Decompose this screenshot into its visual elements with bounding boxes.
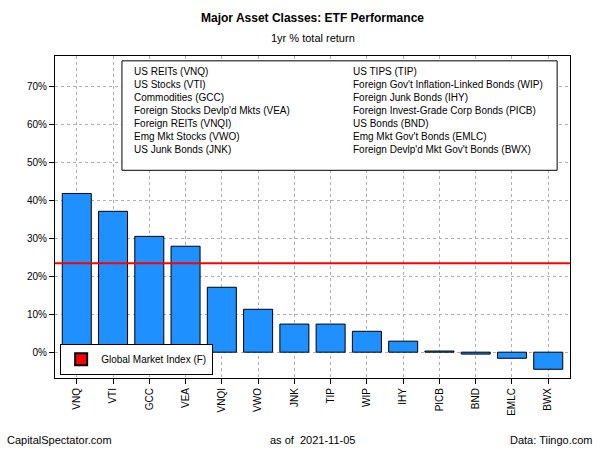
svg-text:WIP: WIP	[361, 388, 372, 407]
svg-text:10%: 10%	[27, 309, 47, 320]
svg-text:TIP: TIP	[325, 388, 336, 404]
svg-text:30%: 30%	[27, 233, 47, 244]
svg-text:US REITs (VNQ)US Stocks (VTI)C: US REITs (VNQ)US Stocks (VTI)Commodities…	[134, 66, 290, 155]
svg-text:60%: 60%	[27, 119, 47, 130]
svg-text:as of 2021-11-05: as of 2021-11-05	[270, 434, 355, 446]
svg-text:1yr % total return: 1yr % total return	[271, 32, 355, 44]
svg-text:20%: 20%	[27, 271, 47, 282]
svg-text:0%: 0%	[33, 347, 48, 358]
svg-text:EMLC: EMLC	[506, 388, 517, 416]
svg-text:BND: BND	[470, 388, 481, 409]
svg-text:GCC: GCC	[144, 388, 155, 410]
svg-text:CapitalSpectator.com: CapitalSpectator.com	[7, 434, 112, 446]
svg-text:40%: 40%	[27, 195, 47, 206]
svg-text:VNQI: VNQI	[216, 388, 227, 412]
svg-text:Data: Tiingo.com: Data: Tiingo.com	[510, 434, 593, 446]
svg-text:Global Market Index (F): Global Market Index (F)	[101, 354, 206, 365]
svg-text:70%: 70%	[27, 81, 47, 92]
svg-text:JNK: JNK	[289, 388, 300, 407]
svg-text:IHY: IHY	[397, 388, 408, 405]
svg-text:US TIPS (TIP)Foreign Gov't Inf: US TIPS (TIP)Foreign Gov't Inflation-Lin…	[353, 66, 543, 155]
svg-text:VTI: VTI	[107, 388, 118, 404]
svg-text:PICB: PICB	[434, 388, 445, 412]
svg-text:VEA: VEA	[180, 388, 191, 408]
svg-text:VWO: VWO	[252, 388, 263, 412]
svg-text:Major Asset Classes: ETF Perfo: Major Asset Classes: ETF Performance	[201, 11, 424, 25]
svg-text:BWX: BWX	[542, 388, 553, 411]
svg-text:VNQ: VNQ	[71, 388, 82, 410]
svg-text:50%: 50%	[27, 157, 47, 168]
